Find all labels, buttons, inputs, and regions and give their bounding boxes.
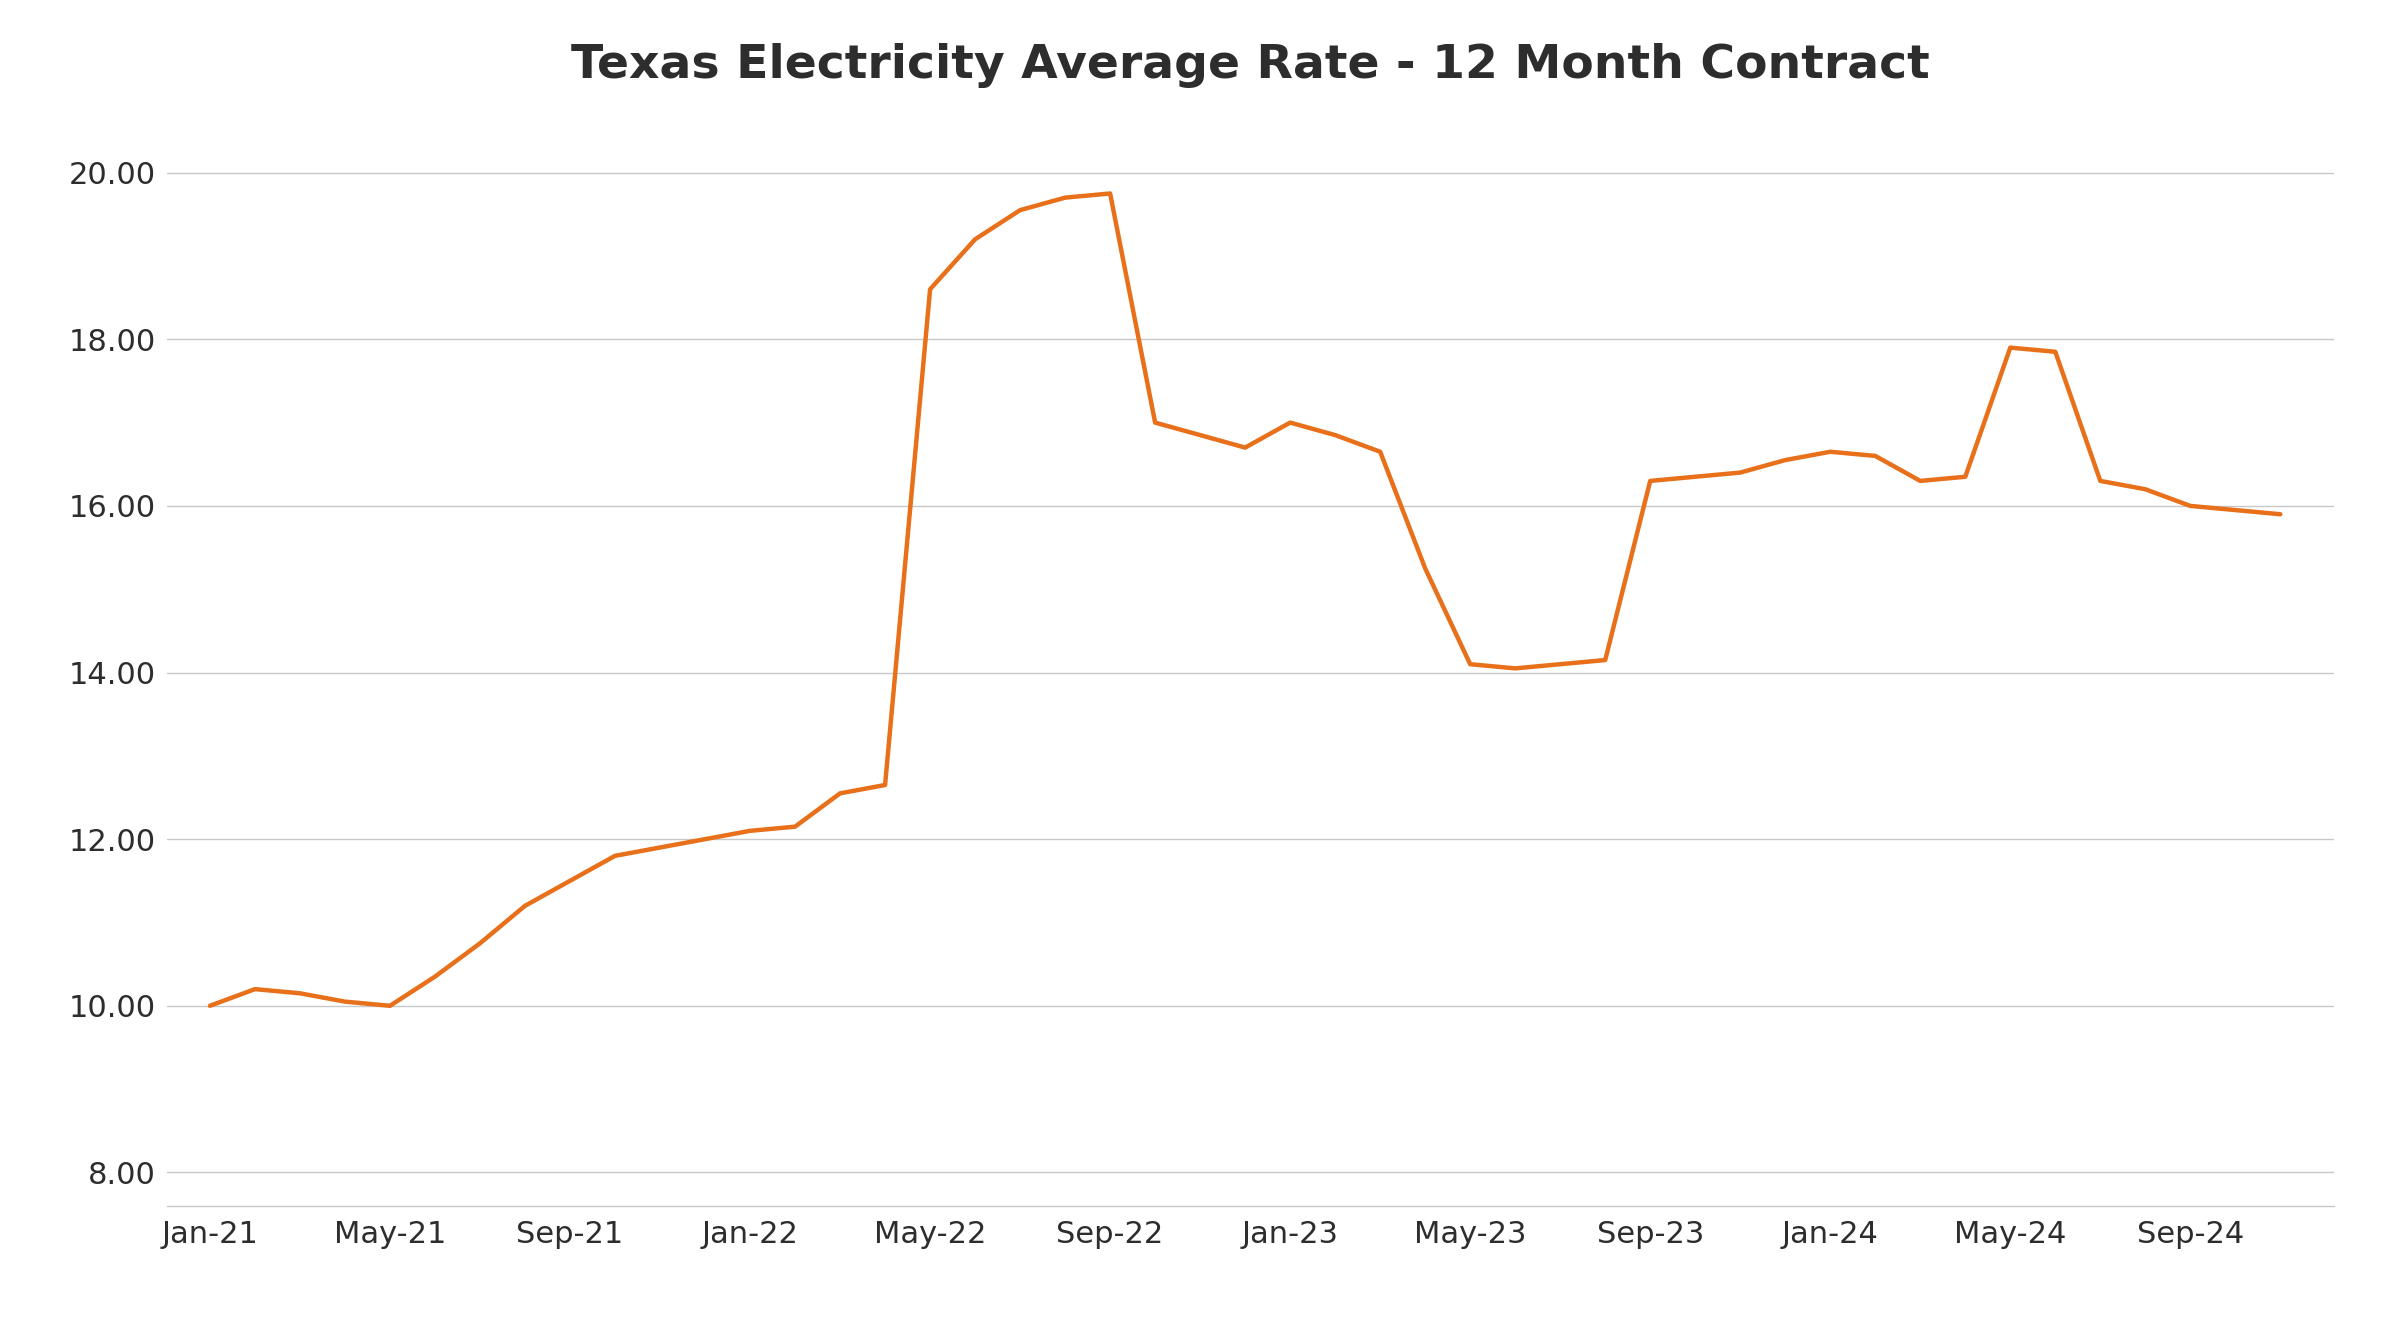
Title: Texas Electricity Average Rate - 12 Month Contract: Texas Electricity Average Rate - 12 Mont… xyxy=(572,44,1929,89)
